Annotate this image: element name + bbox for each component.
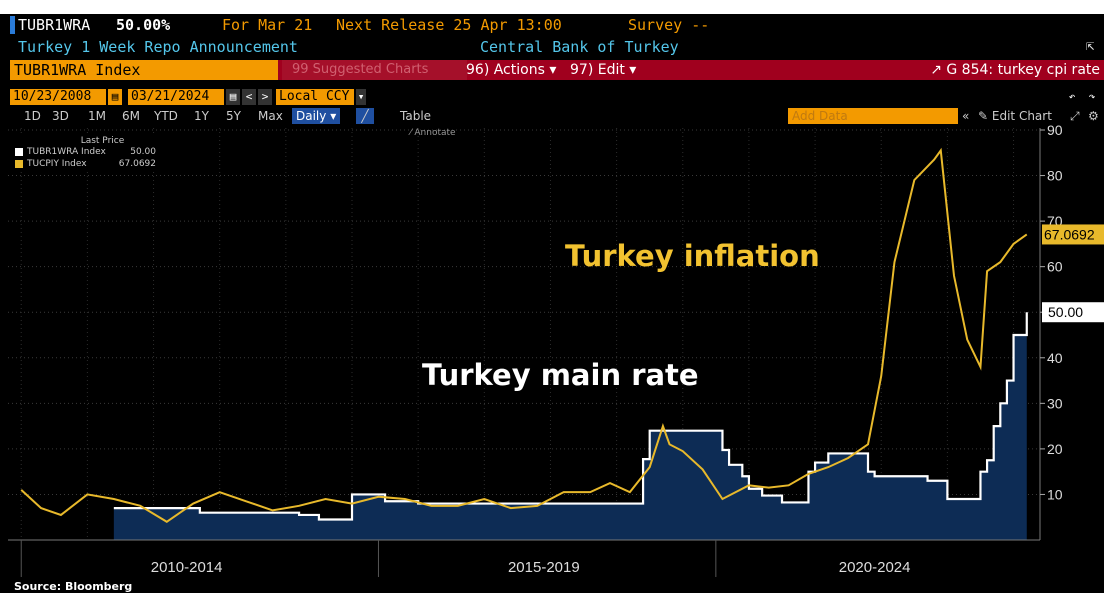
start-date-field[interactable]: 10/23/2008 — [10, 89, 106, 105]
y-tick-label: 90 — [1047, 122, 1063, 138]
cursor-icon[interactable]: ⇱ — [1086, 38, 1095, 54]
frequency-select[interactable]: Daily ▾ — [292, 108, 341, 124]
range-1y[interactable]: 1Y — [194, 109, 209, 123]
y-tick-label: 20 — [1047, 441, 1063, 457]
range-toolbar: 1D 3D 1M 6M YTD 1Y 5Y Max Daily ▾ ╱ Tabl… — [10, 108, 1104, 124]
source-organisation: Central Bank of Turkey — [480, 38, 679, 56]
header-marker — [10, 16, 15, 34]
chart-legend: Last Price TUBR1WRA Index 50.00 TUCPIY I… — [15, 136, 170, 170]
ticker-label: TUBR1WRA — [18, 16, 91, 34]
legend-label-cpi: TUCPIY Index — [27, 159, 87, 169]
table-button[interactable]: Table — [400, 109, 432, 123]
legend-swatch-rate — [15, 148, 23, 156]
chevron-down-icon: ▾ — [330, 109, 337, 123]
x-period-label: 2010-2014 — [151, 559, 223, 576]
x-period-label: 2015-2019 — [508, 559, 580, 576]
legend-swatch-cpi — [15, 160, 23, 168]
source-note: Source: Bloomberg — [14, 580, 133, 593]
x-period-label: 2020-2024 — [839, 559, 911, 576]
chevron-down-icon: ▾ — [549, 62, 557, 78]
y-tick-label: 60 — [1047, 259, 1063, 275]
add-data-field[interactable]: Add Data — [788, 108, 958, 124]
range-1m[interactable]: 1M — [88, 109, 106, 123]
last-value: 50.00% — [116, 16, 171, 34]
calendar-icon[interactable]: ▤ — [226, 89, 240, 105]
collapse-icon[interactable]: « — [962, 109, 970, 123]
calendar-icon[interactable]: ▤ — [108, 89, 122, 105]
series-line-cpi — [20, 147, 1028, 523]
range-5y[interactable]: 5Y — [226, 109, 241, 123]
legend-header: Last Price — [80, 136, 125, 146]
redo-icon[interactable]: ↷ — [1084, 89, 1100, 105]
prev-period-icon[interactable]: < — [242, 89, 256, 105]
pencil-icon: ✎ — [978, 109, 989, 123]
suggested-charts-button[interactable]: 99 Suggested Charts — [282, 60, 467, 80]
edit-menu[interactable]: 97) Edit ▾ — [570, 60, 636, 80]
zoom-icon[interactable]: ⤢ — [1070, 109, 1080, 123]
annotation-inflation: Turkey inflation — [565, 239, 820, 273]
command-bar: TUBR1WRA Index 99 Suggested Charts 96) A… — [10, 60, 1104, 80]
edit-label: 97) Edit — [570, 62, 625, 78]
chevron-down-icon: ▾ — [629, 62, 637, 78]
chevron-down-icon[interactable]: ▾ — [356, 89, 366, 105]
annotation-rate: Turkey main rate — [422, 358, 699, 392]
window-top-frame — [0, 0, 1104, 14]
y-tick-label: 30 — [1047, 395, 1063, 411]
undo-icon[interactable]: ↶ — [1064, 89, 1080, 105]
external-link-icon: ↗ — [930, 62, 942, 78]
range-6m[interactable]: 6M — [122, 109, 140, 123]
cpi-last-tag-text: 67.0692 — [1044, 226, 1095, 242]
actions-label: 96) Actions — [466, 62, 545, 78]
for-date: For Mar 21 — [222, 16, 313, 34]
range-1d[interactable]: 1D — [24, 109, 41, 123]
y-tick-label: 40 — [1047, 350, 1063, 366]
annotate-label: Annotate — [414, 128, 456, 138]
range-3d[interactable]: 3D — [52, 109, 69, 123]
security-description: Turkey 1 Week Repo Announcement — [18, 38, 298, 56]
legend-value-rate: 50.00 — [130, 147, 156, 157]
date-range-row: 10/23/2008 ▤ 03/21/2024 ▤ < > Local CCY … — [10, 89, 1104, 105]
rate-last-tag — [1042, 302, 1104, 323]
graph-title[interactable]: ↗ G 854: turkey cpi rate — [930, 60, 1100, 80]
range-ytd[interactable]: YTD — [154, 109, 178, 123]
y-tick-label: 10 — [1047, 486, 1063, 502]
graph-title-label: G 854: turkey cpi rate — [946, 62, 1100, 78]
annotate-button[interactable]: ⁄ Annotate — [410, 128, 456, 138]
cpi-last-tag — [1042, 224, 1104, 245]
security-field[interactable]: TUBR1WRA Index — [10, 60, 278, 80]
range-max[interactable]: Max — [258, 109, 283, 123]
line-chart-icon[interactable]: ╱ — [356, 108, 374, 124]
y-tick-label: 80 — [1047, 168, 1063, 184]
edit-chart-label: Edit Chart — [991, 109, 1052, 123]
survey-label: Survey -- — [628, 16, 710, 34]
next-release: Next Release 25 Apr 13:00 — [336, 16, 562, 34]
legend-value-cpi: 67.0692 — [118, 159, 156, 169]
end-date-field[interactable]: 03/21/2024 — [128, 89, 224, 105]
rate-last-tag-text: 50.00 — [1048, 304, 1083, 320]
currency-select[interactable]: Local CCY — [276, 89, 354, 105]
frequency-label: Daily — [296, 109, 327, 123]
edit-chart-button[interactable]: ✎ Edit Chart — [978, 108, 1052, 124]
rate-area — [113, 312, 1027, 540]
next-period-icon[interactable]: > — [258, 89, 272, 105]
gear-icon[interactable]: ⚙ — [1088, 109, 1099, 123]
actions-menu[interactable]: 96) Actions ▾ — [466, 60, 556, 80]
legend-item-cpi: TUCPIY Index 67.0692 — [15, 158, 170, 170]
series-line-rate — [113, 312, 1028, 521]
pencil-icon: ⁄ — [410, 128, 412, 138]
legend-item-rate: TUBR1WRA Index 50.00 — [15, 146, 170, 158]
legend-label-rate: TUBR1WRA Index — [27, 147, 106, 157]
